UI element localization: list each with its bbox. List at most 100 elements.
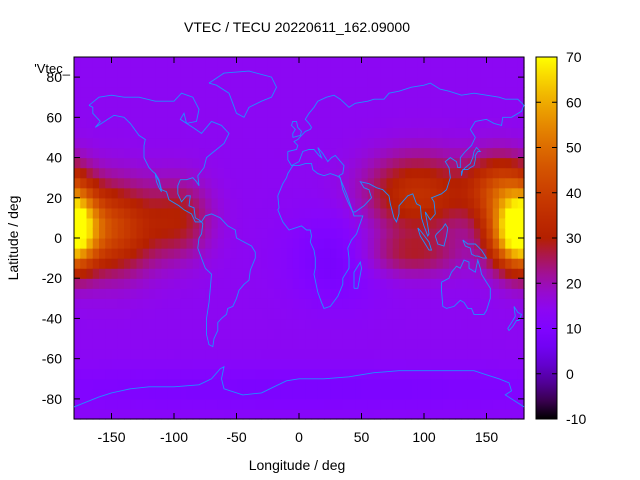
heatmap-cell <box>374 197 381 209</box>
heatmap-cell <box>149 378 156 390</box>
heatmap-cell <box>392 57 400 68</box>
heatmap-cell <box>449 177 456 189</box>
heatmap-cell <box>430 147 438 159</box>
heatmap-cell <box>217 338 225 350</box>
heatmap-cell <box>467 107 475 118</box>
heatmap-cell <box>205 368 213 380</box>
heatmap-cell <box>317 398 325 410</box>
heatmap-cell <box>130 378 138 390</box>
heatmap-cell <box>424 338 431 350</box>
heatmap-cell <box>80 97 88 108</box>
heatmap-cell <box>130 147 138 159</box>
heatmap-cell <box>117 57 125 68</box>
heatmap-cell <box>267 278 275 289</box>
heatmap-cell <box>99 388 106 400</box>
heatmap-cell <box>486 107 494 118</box>
heatmap-cell <box>367 318 375 330</box>
heatmap-cell <box>280 107 288 118</box>
heatmap-cells <box>74 57 525 420</box>
heatmap-cell <box>342 248 350 259</box>
heatmap-cell <box>280 408 288 420</box>
heatmap-cell <box>336 97 344 108</box>
heatmap-cell <box>424 248 431 259</box>
heatmap-cell <box>511 378 519 390</box>
heatmap-cell <box>499 408 506 420</box>
heatmap-cell <box>199 368 206 380</box>
heatmap-cell <box>199 157 206 169</box>
heatmap-cell <box>299 137 306 149</box>
heatmap-cell <box>417 177 425 189</box>
heatmap-cell <box>330 127 338 139</box>
heatmap-cell <box>449 318 456 330</box>
heatmap-cell <box>430 227 438 239</box>
heatmap-cell <box>399 187 406 199</box>
heatmap-cell <box>461 368 469 380</box>
heatmap-cell <box>317 318 325 330</box>
heatmap-cell <box>242 217 250 229</box>
heatmap-cell <box>249 408 256 420</box>
heatmap-cell <box>286 67 294 78</box>
heatmap-cell <box>167 408 175 420</box>
heatmap-cell <box>330 338 338 350</box>
heatmap-cell <box>486 67 494 78</box>
heatmap-cell <box>230 308 238 320</box>
heatmap-cell <box>417 358 425 370</box>
heatmap-cell <box>255 238 263 249</box>
heatmap-cell <box>336 318 344 330</box>
heatmap-cell <box>386 328 394 340</box>
heatmap-cell <box>461 318 469 330</box>
heatmap-cell <box>330 67 338 78</box>
heatmap-cell <box>380 57 388 68</box>
heatmap-cell <box>274 388 281 400</box>
heatmap-cell <box>111 117 119 128</box>
heatmap-cell <box>255 137 263 149</box>
heatmap-cell <box>449 398 456 410</box>
heatmap-cell <box>199 137 206 149</box>
heatmap-cell <box>311 67 319 78</box>
heatmap-cell <box>499 338 506 350</box>
heatmap-cell <box>292 197 300 209</box>
heatmap-cell <box>211 358 219 370</box>
heatmap-cell <box>336 328 344 340</box>
heatmap-cell <box>355 258 363 269</box>
heatmap-cell <box>192 197 200 209</box>
heatmap-cell <box>324 278 331 289</box>
heatmap-cell <box>74 187 81 199</box>
heatmap-cell <box>461 57 469 68</box>
heatmap-cell <box>474 117 481 128</box>
heatmap-cell <box>430 197 438 209</box>
heatmap-cell <box>267 97 275 108</box>
heatmap-cell <box>105 67 113 78</box>
heatmap-cell <box>80 57 88 68</box>
heatmap-cell <box>424 398 431 410</box>
heatmap-cell <box>199 177 206 189</box>
heatmap-cell <box>305 137 313 149</box>
heatmap-cell <box>217 77 225 88</box>
heatmap-cell <box>330 348 338 360</box>
heatmap-cell <box>255 378 263 390</box>
heatmap-cell <box>367 258 375 269</box>
heatmap-cell <box>380 97 388 108</box>
heatmap-cell <box>311 288 319 299</box>
heatmap-cell <box>142 57 150 68</box>
heatmap-cell <box>355 77 363 88</box>
heatmap-cell <box>155 87 163 98</box>
heatmap-cell <box>411 117 419 128</box>
heatmap-cell <box>86 117 94 128</box>
heatmap-cell <box>124 378 131 390</box>
heatmap-cell <box>274 328 281 340</box>
heatmap-cell <box>436 157 444 169</box>
heatmap-cell <box>92 197 100 209</box>
heatmap-cell <box>111 77 119 88</box>
colorbar-tick-label: 60 <box>566 94 582 110</box>
heatmap-cell <box>86 268 94 279</box>
heatmap-cell <box>149 268 156 279</box>
heatmap-cell <box>205 388 213 400</box>
heatmap-cell <box>486 77 494 88</box>
heatmap-cell <box>217 187 225 199</box>
heatmap-cell <box>411 137 419 149</box>
heatmap-cell <box>174 197 181 209</box>
heatmap-cell <box>442 127 450 139</box>
heatmap-cell <box>80 87 88 98</box>
heatmap-cell <box>280 67 288 78</box>
